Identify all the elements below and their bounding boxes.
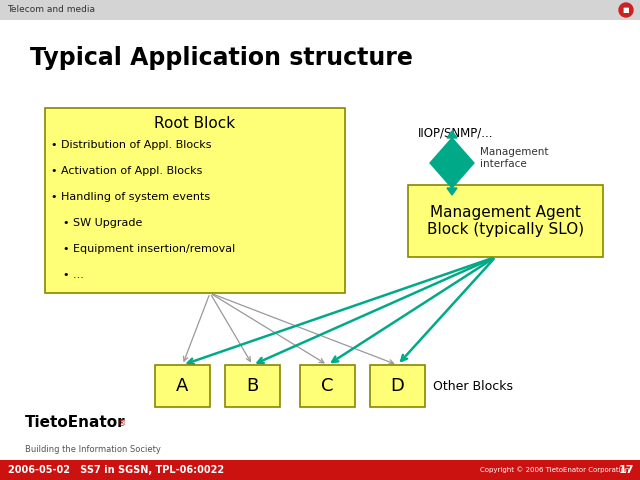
- Text: IIOP/SNMP/...: IIOP/SNMP/...: [418, 127, 493, 140]
- Polygon shape: [447, 188, 457, 195]
- Bar: [45, 108, 345, 293]
- Text: • SW Upgrade: • SW Upgrade: [63, 218, 142, 228]
- Text: Telecom and media: Telecom and media: [7, 5, 95, 14]
- Text: • Equipment insertion/removal: • Equipment insertion/removal: [63, 244, 236, 254]
- Polygon shape: [430, 138, 474, 188]
- Text: Copyright © 2006 TietoEnator Corporation: Copyright © 2006 TietoEnator Corporation: [480, 467, 629, 473]
- Circle shape: [619, 3, 633, 17]
- Bar: [408, 185, 603, 257]
- Text: • ...: • ...: [63, 270, 84, 280]
- Text: Building the Information Society: Building the Information Society: [25, 445, 161, 454]
- Text: 17: 17: [618, 465, 634, 475]
- Text: Other Blocks: Other Blocks: [433, 380, 513, 393]
- Text: • Activation of Appl. Blocks: • Activation of Appl. Blocks: [51, 166, 202, 176]
- Text: Typical Application structure: Typical Application structure: [30, 46, 413, 70]
- Text: • Handling of system events: • Handling of system events: [51, 192, 210, 202]
- Bar: [370, 365, 425, 407]
- Text: • Distribution of Appl. Blocks: • Distribution of Appl. Blocks: [51, 140, 211, 150]
- Text: ■: ■: [623, 7, 629, 13]
- Text: A: A: [176, 377, 189, 395]
- Text: Root Block: Root Block: [154, 117, 236, 132]
- Bar: [300, 365, 355, 407]
- Text: Management Agent
Block (typically SLO): Management Agent Block (typically SLO): [427, 205, 584, 237]
- Bar: [225, 365, 280, 407]
- Bar: [155, 365, 210, 407]
- Text: C: C: [321, 377, 333, 395]
- Text: D: D: [390, 377, 404, 395]
- Text: 2006-05-02   SS7 in SGSN, TPL-06:0022: 2006-05-02 SS7 in SGSN, TPL-06:0022: [8, 465, 224, 475]
- Text: Management
interface: Management interface: [480, 147, 548, 169]
- Text: TietoEnator: TietoEnator: [25, 415, 125, 430]
- Bar: [0, 460, 640, 480]
- Text: B: B: [246, 377, 259, 395]
- Polygon shape: [447, 131, 457, 138]
- Bar: [0, 0, 640, 20]
- Text: ®: ®: [118, 419, 126, 428]
